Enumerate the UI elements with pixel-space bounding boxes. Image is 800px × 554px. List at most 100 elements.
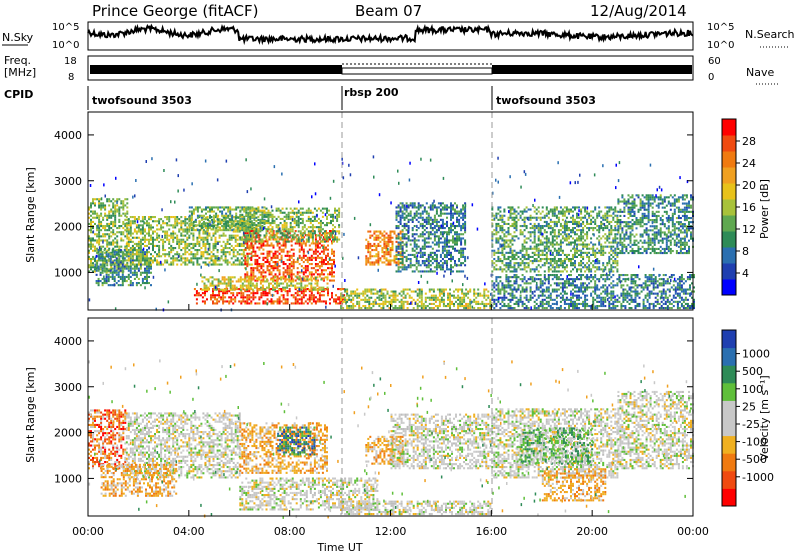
heat-cell <box>405 268 408 271</box>
heat-cell <box>206 290 208 293</box>
heat-cell <box>397 268 400 271</box>
heat-cell <box>137 261 140 264</box>
heat-cell <box>309 226 312 229</box>
heat-cell <box>397 206 400 209</box>
heat-cell <box>346 292 349 295</box>
heat-cell <box>513 296 516 299</box>
heat-cell <box>127 273 130 276</box>
heat-cell <box>168 253 171 256</box>
heat-cell <box>316 290 319 293</box>
heat-cell <box>170 234 173 237</box>
heat-cell <box>382 300 385 303</box>
heat-cell <box>286 269 289 272</box>
heat-cell <box>184 251 187 254</box>
heat-cell <box>240 257 243 260</box>
heat-cell <box>331 252 333 255</box>
heat-cell <box>310 258 313 261</box>
heat-cell <box>406 288 409 291</box>
heat-cell <box>394 296 397 299</box>
heat-cell <box>127 253 130 256</box>
heat-cell <box>137 240 140 243</box>
heat-cell <box>216 255 219 258</box>
heat-cell <box>453 290 455 293</box>
heat-cell <box>257 207 260 210</box>
heat-cell <box>452 245 454 248</box>
heat-cell <box>261 286 264 289</box>
heat-cell <box>184 224 187 227</box>
heat-cell <box>252 298 255 301</box>
heat-cell <box>270 265 273 268</box>
heat-cell <box>397 220 400 223</box>
heat-cell <box>350 292 353 295</box>
heat-cell <box>204 261 207 264</box>
heat-cell <box>227 280 230 283</box>
heat-cell <box>135 226 138 229</box>
heat-cell <box>297 224 300 227</box>
heat-cell <box>258 263 261 266</box>
heat-cell <box>398 305 401 308</box>
heat-cell <box>118 220 121 223</box>
heat-cell <box>338 224 341 227</box>
heat-cell <box>458 222 461 225</box>
heat-cell <box>122 206 125 209</box>
heat-cell <box>424 300 427 303</box>
heat-cell <box>265 232 268 235</box>
heat-cell <box>280 276 283 279</box>
heat-cell <box>108 198 111 201</box>
heat-cell <box>278 265 281 268</box>
heat-cell <box>88 229 90 232</box>
heat-cell <box>306 258 309 261</box>
heat-cell <box>438 288 441 291</box>
heat-cell <box>221 212 224 215</box>
heat-cell <box>247 282 250 285</box>
heat-cell <box>331 267 333 270</box>
heat-cell <box>214 263 217 266</box>
heat-cell <box>414 300 417 303</box>
heat-cell <box>105 251 108 254</box>
heat-cell <box>203 284 206 287</box>
heat-cell <box>318 238 321 241</box>
heat-cell <box>428 302 431 305</box>
heat-cell <box>172 232 175 235</box>
heat-cell <box>306 267 309 270</box>
heat-cell <box>399 220 402 223</box>
heat-cell <box>100 247 103 250</box>
heat-cell <box>186 228 189 231</box>
heat-cell <box>141 236 144 239</box>
heat-cell <box>116 239 119 242</box>
heat-cell <box>362 298 365 301</box>
heat-cell <box>289 224 292 227</box>
heat-cell <box>262 302 265 305</box>
heat-cell <box>545 290 548 293</box>
heat-cell <box>356 300 359 303</box>
heat-cell <box>125 255 128 258</box>
heat-cell <box>257 218 260 221</box>
heat-cell <box>193 294 196 297</box>
heat-cell <box>417 264 420 267</box>
heat-cell <box>105 261 108 264</box>
heat-cell <box>287 236 290 239</box>
heat-cell <box>215 206 218 209</box>
heat-cell <box>383 230 386 233</box>
heat-cell <box>433 251 436 254</box>
heat-cell <box>420 298 423 301</box>
heat-cell <box>248 257 251 260</box>
heat-cell <box>154 230 156 233</box>
heat-cell <box>230 244 233 247</box>
heat-cell <box>137 230 140 233</box>
heat-cell <box>365 238 368 241</box>
heat-cell <box>285 238 288 241</box>
heat-cell <box>90 245 92 248</box>
heat-cell <box>433 227 436 230</box>
heat-cell <box>400 298 403 301</box>
heat-cell <box>192 212 195 215</box>
heat-cell <box>452 255 454 258</box>
heat-cell <box>250 251 253 254</box>
heat-cell <box>462 251 465 254</box>
heat-cell <box>375 234 378 237</box>
heat-cell <box>383 247 386 250</box>
heat-cell <box>313 232 316 235</box>
heat-cell <box>298 294 301 297</box>
heat-cell <box>94 216 96 219</box>
heat-cell <box>493 298 496 301</box>
